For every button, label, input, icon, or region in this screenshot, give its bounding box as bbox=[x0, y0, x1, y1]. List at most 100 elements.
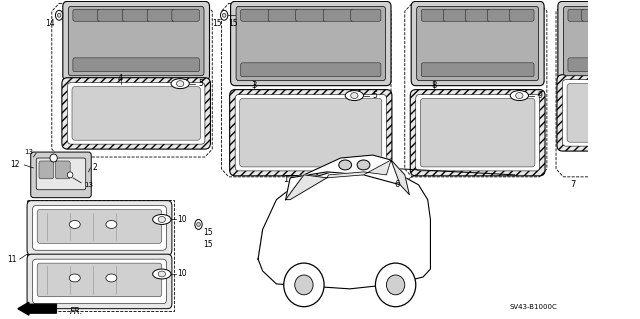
FancyBboxPatch shape bbox=[36, 158, 86, 190]
FancyBboxPatch shape bbox=[230, 90, 392, 176]
Text: 13: 13 bbox=[24, 149, 33, 155]
Text: 11: 11 bbox=[8, 255, 17, 263]
Polygon shape bbox=[391, 160, 410, 195]
FancyBboxPatch shape bbox=[62, 78, 211, 149]
Polygon shape bbox=[285, 175, 327, 200]
FancyBboxPatch shape bbox=[235, 94, 387, 171]
Ellipse shape bbox=[510, 91, 529, 100]
FancyBboxPatch shape bbox=[37, 263, 162, 297]
FancyBboxPatch shape bbox=[444, 9, 468, 21]
FancyBboxPatch shape bbox=[268, 9, 298, 21]
Ellipse shape bbox=[158, 271, 166, 277]
Text: SV43-B1000C: SV43-B1000C bbox=[509, 304, 557, 310]
Polygon shape bbox=[327, 160, 391, 178]
FancyBboxPatch shape bbox=[410, 90, 545, 176]
Ellipse shape bbox=[345, 91, 364, 100]
Text: 10: 10 bbox=[177, 270, 187, 278]
Ellipse shape bbox=[153, 269, 171, 279]
Ellipse shape bbox=[196, 222, 200, 226]
Text: 3: 3 bbox=[251, 81, 256, 90]
FancyBboxPatch shape bbox=[568, 9, 584, 21]
FancyBboxPatch shape bbox=[465, 9, 490, 21]
FancyBboxPatch shape bbox=[122, 9, 150, 21]
Ellipse shape bbox=[171, 79, 189, 89]
FancyBboxPatch shape bbox=[172, 9, 200, 21]
FancyBboxPatch shape bbox=[241, 63, 381, 77]
Ellipse shape bbox=[195, 219, 202, 229]
Ellipse shape bbox=[351, 93, 358, 99]
Ellipse shape bbox=[50, 154, 58, 162]
FancyBboxPatch shape bbox=[557, 75, 640, 151]
Ellipse shape bbox=[621, 82, 628, 88]
FancyBboxPatch shape bbox=[563, 6, 640, 76]
Ellipse shape bbox=[106, 220, 117, 228]
FancyBboxPatch shape bbox=[296, 9, 326, 21]
FancyBboxPatch shape bbox=[27, 254, 172, 309]
Ellipse shape bbox=[221, 10, 228, 20]
FancyBboxPatch shape bbox=[411, 1, 544, 85]
Polygon shape bbox=[285, 155, 404, 200]
Text: 13: 13 bbox=[84, 182, 93, 188]
Polygon shape bbox=[258, 170, 431, 289]
FancyBboxPatch shape bbox=[509, 9, 534, 21]
FancyBboxPatch shape bbox=[421, 63, 534, 77]
FancyBboxPatch shape bbox=[68, 6, 204, 76]
Text: 14: 14 bbox=[45, 19, 55, 28]
Text: 9: 9 bbox=[537, 91, 542, 100]
Ellipse shape bbox=[67, 172, 73, 178]
Text: 1: 1 bbox=[283, 175, 288, 184]
FancyBboxPatch shape bbox=[351, 9, 381, 21]
Bar bbox=[27, 200, 173, 311]
FancyBboxPatch shape bbox=[609, 9, 626, 21]
FancyBboxPatch shape bbox=[147, 9, 175, 21]
FancyBboxPatch shape bbox=[56, 161, 70, 179]
FancyBboxPatch shape bbox=[236, 6, 385, 81]
FancyBboxPatch shape bbox=[416, 94, 540, 171]
Text: FR.: FR. bbox=[70, 307, 84, 316]
FancyArrow shape bbox=[18, 302, 56, 315]
Text: 5: 5 bbox=[198, 79, 203, 88]
Text: 15: 15 bbox=[228, 19, 238, 28]
FancyBboxPatch shape bbox=[421, 9, 446, 21]
FancyBboxPatch shape bbox=[39, 161, 54, 179]
FancyBboxPatch shape bbox=[323, 9, 353, 21]
Text: 5: 5 bbox=[372, 91, 377, 100]
Text: 15: 15 bbox=[203, 228, 212, 237]
Ellipse shape bbox=[69, 220, 80, 228]
FancyBboxPatch shape bbox=[582, 9, 598, 21]
Text: 15: 15 bbox=[212, 19, 221, 28]
FancyBboxPatch shape bbox=[568, 58, 639, 72]
Ellipse shape bbox=[222, 13, 226, 17]
FancyBboxPatch shape bbox=[417, 6, 539, 81]
FancyBboxPatch shape bbox=[623, 9, 639, 21]
FancyBboxPatch shape bbox=[72, 87, 200, 140]
FancyBboxPatch shape bbox=[33, 259, 166, 304]
FancyBboxPatch shape bbox=[487, 9, 512, 21]
Text: 12: 12 bbox=[10, 160, 20, 169]
Circle shape bbox=[376, 263, 416, 307]
FancyBboxPatch shape bbox=[567, 84, 640, 142]
FancyBboxPatch shape bbox=[33, 205, 166, 250]
FancyBboxPatch shape bbox=[27, 201, 172, 255]
FancyBboxPatch shape bbox=[98, 9, 125, 21]
FancyBboxPatch shape bbox=[73, 58, 200, 72]
Text: 10: 10 bbox=[177, 215, 187, 224]
Ellipse shape bbox=[58, 13, 61, 17]
Ellipse shape bbox=[295, 275, 313, 295]
Text: 15: 15 bbox=[203, 240, 212, 249]
FancyBboxPatch shape bbox=[595, 9, 612, 21]
Ellipse shape bbox=[106, 274, 117, 282]
Ellipse shape bbox=[69, 274, 80, 282]
Text: 8: 8 bbox=[431, 81, 436, 90]
FancyBboxPatch shape bbox=[230, 1, 391, 85]
Ellipse shape bbox=[56, 10, 63, 20]
FancyBboxPatch shape bbox=[240, 99, 382, 167]
Text: 6: 6 bbox=[395, 180, 400, 189]
Text: 4: 4 bbox=[118, 74, 123, 83]
FancyBboxPatch shape bbox=[67, 83, 205, 144]
Ellipse shape bbox=[177, 81, 184, 87]
Ellipse shape bbox=[153, 214, 171, 225]
Ellipse shape bbox=[339, 160, 351, 170]
FancyBboxPatch shape bbox=[241, 9, 271, 21]
FancyBboxPatch shape bbox=[563, 80, 640, 146]
